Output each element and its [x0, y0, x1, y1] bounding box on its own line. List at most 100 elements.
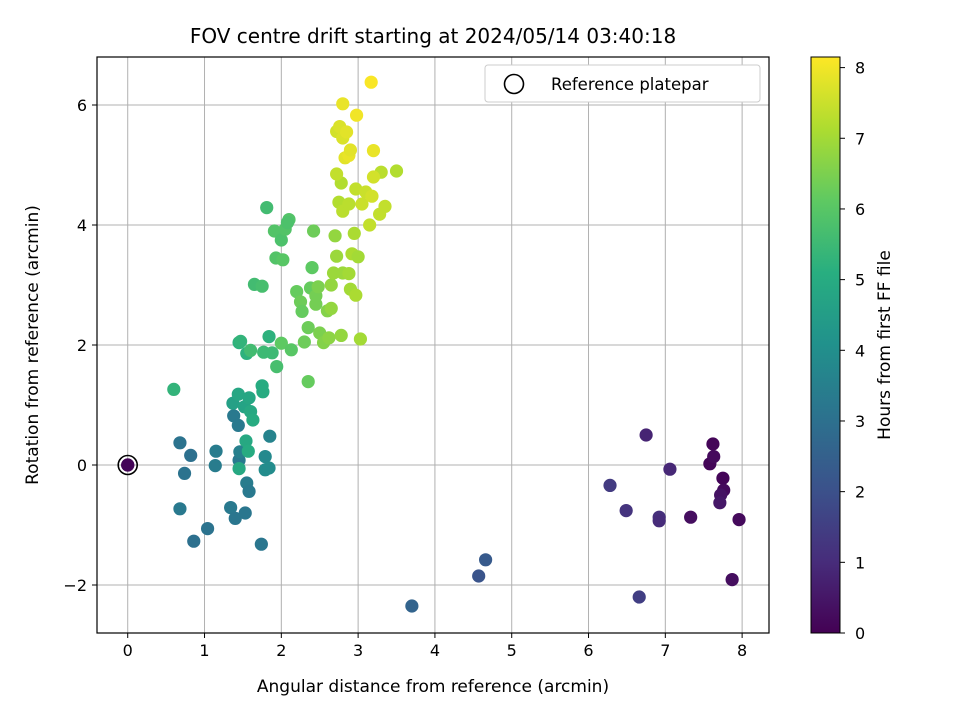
colorbar-label: Hours from first FF file	[875, 250, 895, 440]
colorbar-tick-label: 3	[855, 412, 865, 431]
x-tick-label: 0	[123, 641, 133, 660]
scatter-point	[309, 297, 323, 311]
scatter-point	[267, 224, 282, 238]
scatter-point	[324, 278, 338, 292]
x-tick-label: 8	[737, 641, 747, 660]
scatter-point	[232, 462, 246, 476]
scatter-point	[706, 437, 720, 451]
scatter-point	[619, 504, 633, 518]
scatter-point	[262, 461, 276, 475]
scatter-point	[334, 328, 348, 342]
reference-ring-icon	[117, 454, 139, 476]
x-tick-label: 6	[583, 641, 593, 660]
scatter-point	[305, 261, 319, 275]
scatter-point	[187, 534, 201, 548]
scatter-point	[707, 450, 721, 464]
scatter-point	[725, 573, 739, 587]
scatter-point	[242, 484, 256, 498]
scatter-point	[330, 249, 344, 263]
scatter-point	[322, 331, 336, 345]
x-tick-label: 7	[660, 641, 670, 660]
scatter-point	[301, 375, 315, 389]
scatter-point	[274, 336, 288, 350]
scatter-point	[238, 506, 252, 520]
colorbar-tick-label: 7	[855, 129, 865, 148]
scatter-point	[326, 266, 341, 280]
scatter-point	[301, 321, 315, 335]
scatter-point	[716, 471, 730, 485]
scatter-point	[173, 436, 187, 450]
scatter-point	[242, 391, 256, 405]
reference-point	[121, 458, 135, 472]
scatter-point	[324, 301, 338, 315]
legend-box	[484, 64, 761, 103]
axis-ticks: 0 1 2 3 4 5 6 7 8 −2 0 2 4 6	[63, 96, 747, 660]
scatter-point	[306, 224, 321, 238]
scatter-point	[732, 513, 746, 527]
colorbar-tick-label: 8	[855, 59, 865, 78]
scatter-point	[603, 478, 617, 492]
colorbar-tick-label: 0	[855, 624, 865, 643]
scatter-point	[684, 510, 698, 524]
scatter-point	[258, 450, 272, 464]
y-axis-label: Rotation from reference (arcmin)	[23, 205, 43, 485]
scatter-point	[472, 569, 486, 583]
legend-label: Reference platepar	[551, 75, 709, 94]
scatter-point	[239, 434, 253, 448]
colorbar-tick-label: 2	[855, 483, 865, 502]
y-tick-label: −2	[63, 576, 87, 595]
scatter-point	[280, 216, 295, 230]
scatter-point	[270, 360, 284, 374]
scatter-point	[632, 590, 646, 604]
chart-title: FOV centre drift starting at 2024/05/14 …	[190, 24, 676, 48]
scatter-point	[255, 279, 269, 293]
scatter-point	[276, 253, 290, 267]
scatter-point	[342, 267, 356, 281]
legend-marker-icon	[503, 73, 525, 95]
legend: Reference platepar	[484, 64, 761, 103]
x-tick-label: 4	[430, 641, 440, 660]
colorbar-tick-label: 6	[855, 200, 865, 219]
scatter-point	[256, 385, 270, 399]
y-tick-label: 6	[77, 96, 87, 115]
scatter-point	[663, 462, 677, 476]
scatter-point	[351, 250, 365, 264]
scatter-point	[297, 335, 311, 349]
scatter-point	[167, 382, 181, 396]
scatter-point	[254, 537, 268, 551]
colorbar-tick-label: 1	[855, 553, 865, 572]
scatter-point	[246, 413, 260, 427]
scatter-point	[295, 304, 309, 318]
scatter-point	[713, 496, 727, 510]
scatter-point	[639, 428, 653, 442]
scatter-point	[349, 288, 363, 302]
scatter-point	[364, 75, 378, 89]
scatter-point	[366, 170, 381, 184]
scatter-point	[328, 229, 342, 243]
scatter-point	[200, 522, 215, 536]
scatter-points	[121, 75, 746, 613]
scatter-point	[284, 343, 298, 357]
scatter-point	[366, 144, 381, 158]
scatter-point	[652, 514, 666, 528]
scatter-point	[311, 280, 325, 294]
y-tick-label: 4	[77, 216, 87, 235]
colorbar-ticks: 0 1 2 3 4 5 6 7 8	[840, 59, 865, 643]
scatter-point	[343, 143, 358, 157]
grid	[97, 57, 769, 633]
scatter-point	[347, 226, 361, 240]
scatter-point	[208, 459, 222, 473]
colorbar-tick-label: 5	[855, 271, 865, 290]
scatter-point	[349, 108, 364, 122]
scatter-point	[173, 502, 187, 516]
scatter-point	[274, 233, 288, 247]
scatter-point	[231, 418, 245, 432]
scatter-point	[224, 501, 238, 515]
scatter-point	[349, 182, 363, 196]
scatter-point	[184, 448, 198, 462]
scatter-point	[365, 189, 379, 203]
scatter-point	[378, 199, 392, 213]
colorbar: 0 1 2 3 4 5 6 7 8 Hours from first FF file	[810, 56, 895, 643]
scatter-point	[228, 511, 242, 525]
